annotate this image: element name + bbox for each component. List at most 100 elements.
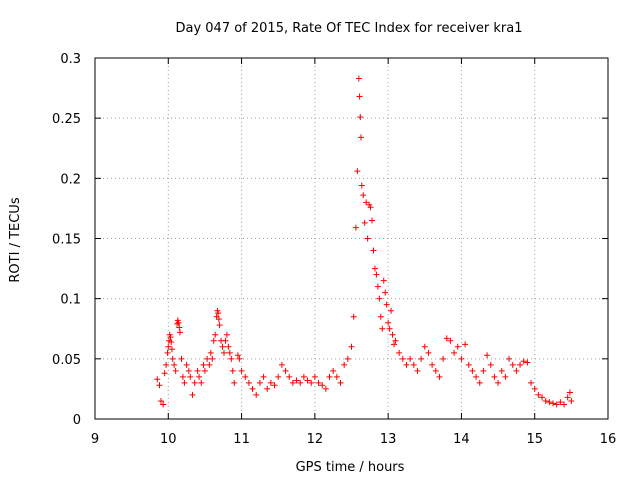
data-point <box>414 367 421 374</box>
data-point <box>367 204 374 211</box>
data-point <box>337 379 344 386</box>
data-point <box>546 399 553 406</box>
data-point <box>421 343 428 350</box>
data-point <box>187 373 194 380</box>
data-point <box>480 367 487 374</box>
data-point <box>191 379 198 386</box>
data-point <box>220 349 227 356</box>
data-point <box>454 343 461 350</box>
data-point <box>531 385 538 392</box>
data-point <box>469 367 476 374</box>
data-point <box>370 247 377 254</box>
y-tick-label: 0.1 <box>60 293 81 308</box>
data-point <box>557 399 564 406</box>
x-axis-label: GPS time / hours <box>296 460 405 475</box>
data-point <box>226 349 233 356</box>
data-point <box>209 355 216 362</box>
data-point <box>524 359 531 366</box>
data-point <box>357 113 364 120</box>
y-tick-label: 0.15 <box>52 233 81 248</box>
data-point <box>358 182 365 189</box>
data-point <box>425 349 432 356</box>
data-point <box>354 168 361 175</box>
data-point <box>300 373 307 380</box>
data-point <box>229 367 236 374</box>
data-point <box>204 355 211 362</box>
y-tick-label: 0.25 <box>52 112 81 127</box>
y-axis-label: ROTI / TECUs <box>8 197 23 282</box>
data-point <box>319 382 326 389</box>
data-point <box>513 367 520 374</box>
data-point <box>374 283 381 290</box>
x-tick-label: 10 <box>160 432 177 447</box>
data-point <box>380 277 387 284</box>
data-point <box>245 379 252 386</box>
data-point <box>322 385 329 392</box>
data-point <box>341 361 348 368</box>
data-point <box>201 367 208 374</box>
data-point <box>160 401 167 408</box>
data-point <box>566 389 573 396</box>
data-point <box>282 367 289 374</box>
data-point <box>175 319 182 326</box>
data-point <box>379 325 386 332</box>
data-point <box>236 355 243 362</box>
data-point <box>189 391 196 398</box>
data-point <box>215 316 222 323</box>
data-point <box>355 75 362 82</box>
data-point <box>183 361 190 368</box>
data-point <box>509 361 516 368</box>
data-point <box>278 361 285 368</box>
data-point <box>207 349 214 356</box>
data-point <box>535 391 542 398</box>
data-point <box>539 394 546 401</box>
data-point <box>564 394 571 401</box>
data-point <box>228 355 235 362</box>
data-point <box>520 358 527 365</box>
data-point <box>304 377 311 384</box>
data-point <box>364 235 371 242</box>
data-point <box>403 361 410 368</box>
y-tick-label: 0.3 <box>60 52 81 67</box>
data-point <box>473 373 480 380</box>
data-point <box>542 397 549 404</box>
data-point <box>348 343 355 350</box>
data-point <box>253 391 260 398</box>
data-point <box>157 397 164 404</box>
data-points <box>154 75 575 408</box>
data-point <box>181 379 188 386</box>
data-point <box>373 271 380 278</box>
data-point <box>308 379 315 386</box>
data-point <box>176 324 183 331</box>
data-point <box>502 373 509 380</box>
data-point <box>396 349 403 356</box>
y-tick-label: 0 <box>73 413 81 428</box>
data-point <box>377 313 384 320</box>
data-point <box>165 343 172 350</box>
data-point <box>383 301 390 308</box>
data-point <box>177 329 184 336</box>
data-point <box>234 352 241 359</box>
data-point <box>238 367 245 374</box>
data-point <box>311 373 318 380</box>
data-point <box>154 376 161 383</box>
data-point <box>171 361 178 368</box>
data-point <box>267 379 274 386</box>
chart-title: Day 047 of 2015, Rate Of TEC Index for r… <box>175 21 522 36</box>
data-point <box>293 377 300 384</box>
data-point <box>385 319 392 326</box>
data-point <box>388 307 395 314</box>
data-point <box>242 373 249 380</box>
data-point <box>179 373 186 380</box>
data-point <box>210 337 217 344</box>
data-point <box>264 385 271 392</box>
data-point <box>164 349 171 356</box>
data-point <box>484 352 491 359</box>
data-point <box>200 361 207 368</box>
axis-ticks: 9 10 11 12 13 14 15 16 0 0.05 0.1 0.15 0.2 0.25 0.3 <box>52 52 616 447</box>
data-point <box>333 373 340 380</box>
data-point <box>330 367 337 374</box>
data-point <box>495 379 502 386</box>
data-point <box>172 367 179 374</box>
